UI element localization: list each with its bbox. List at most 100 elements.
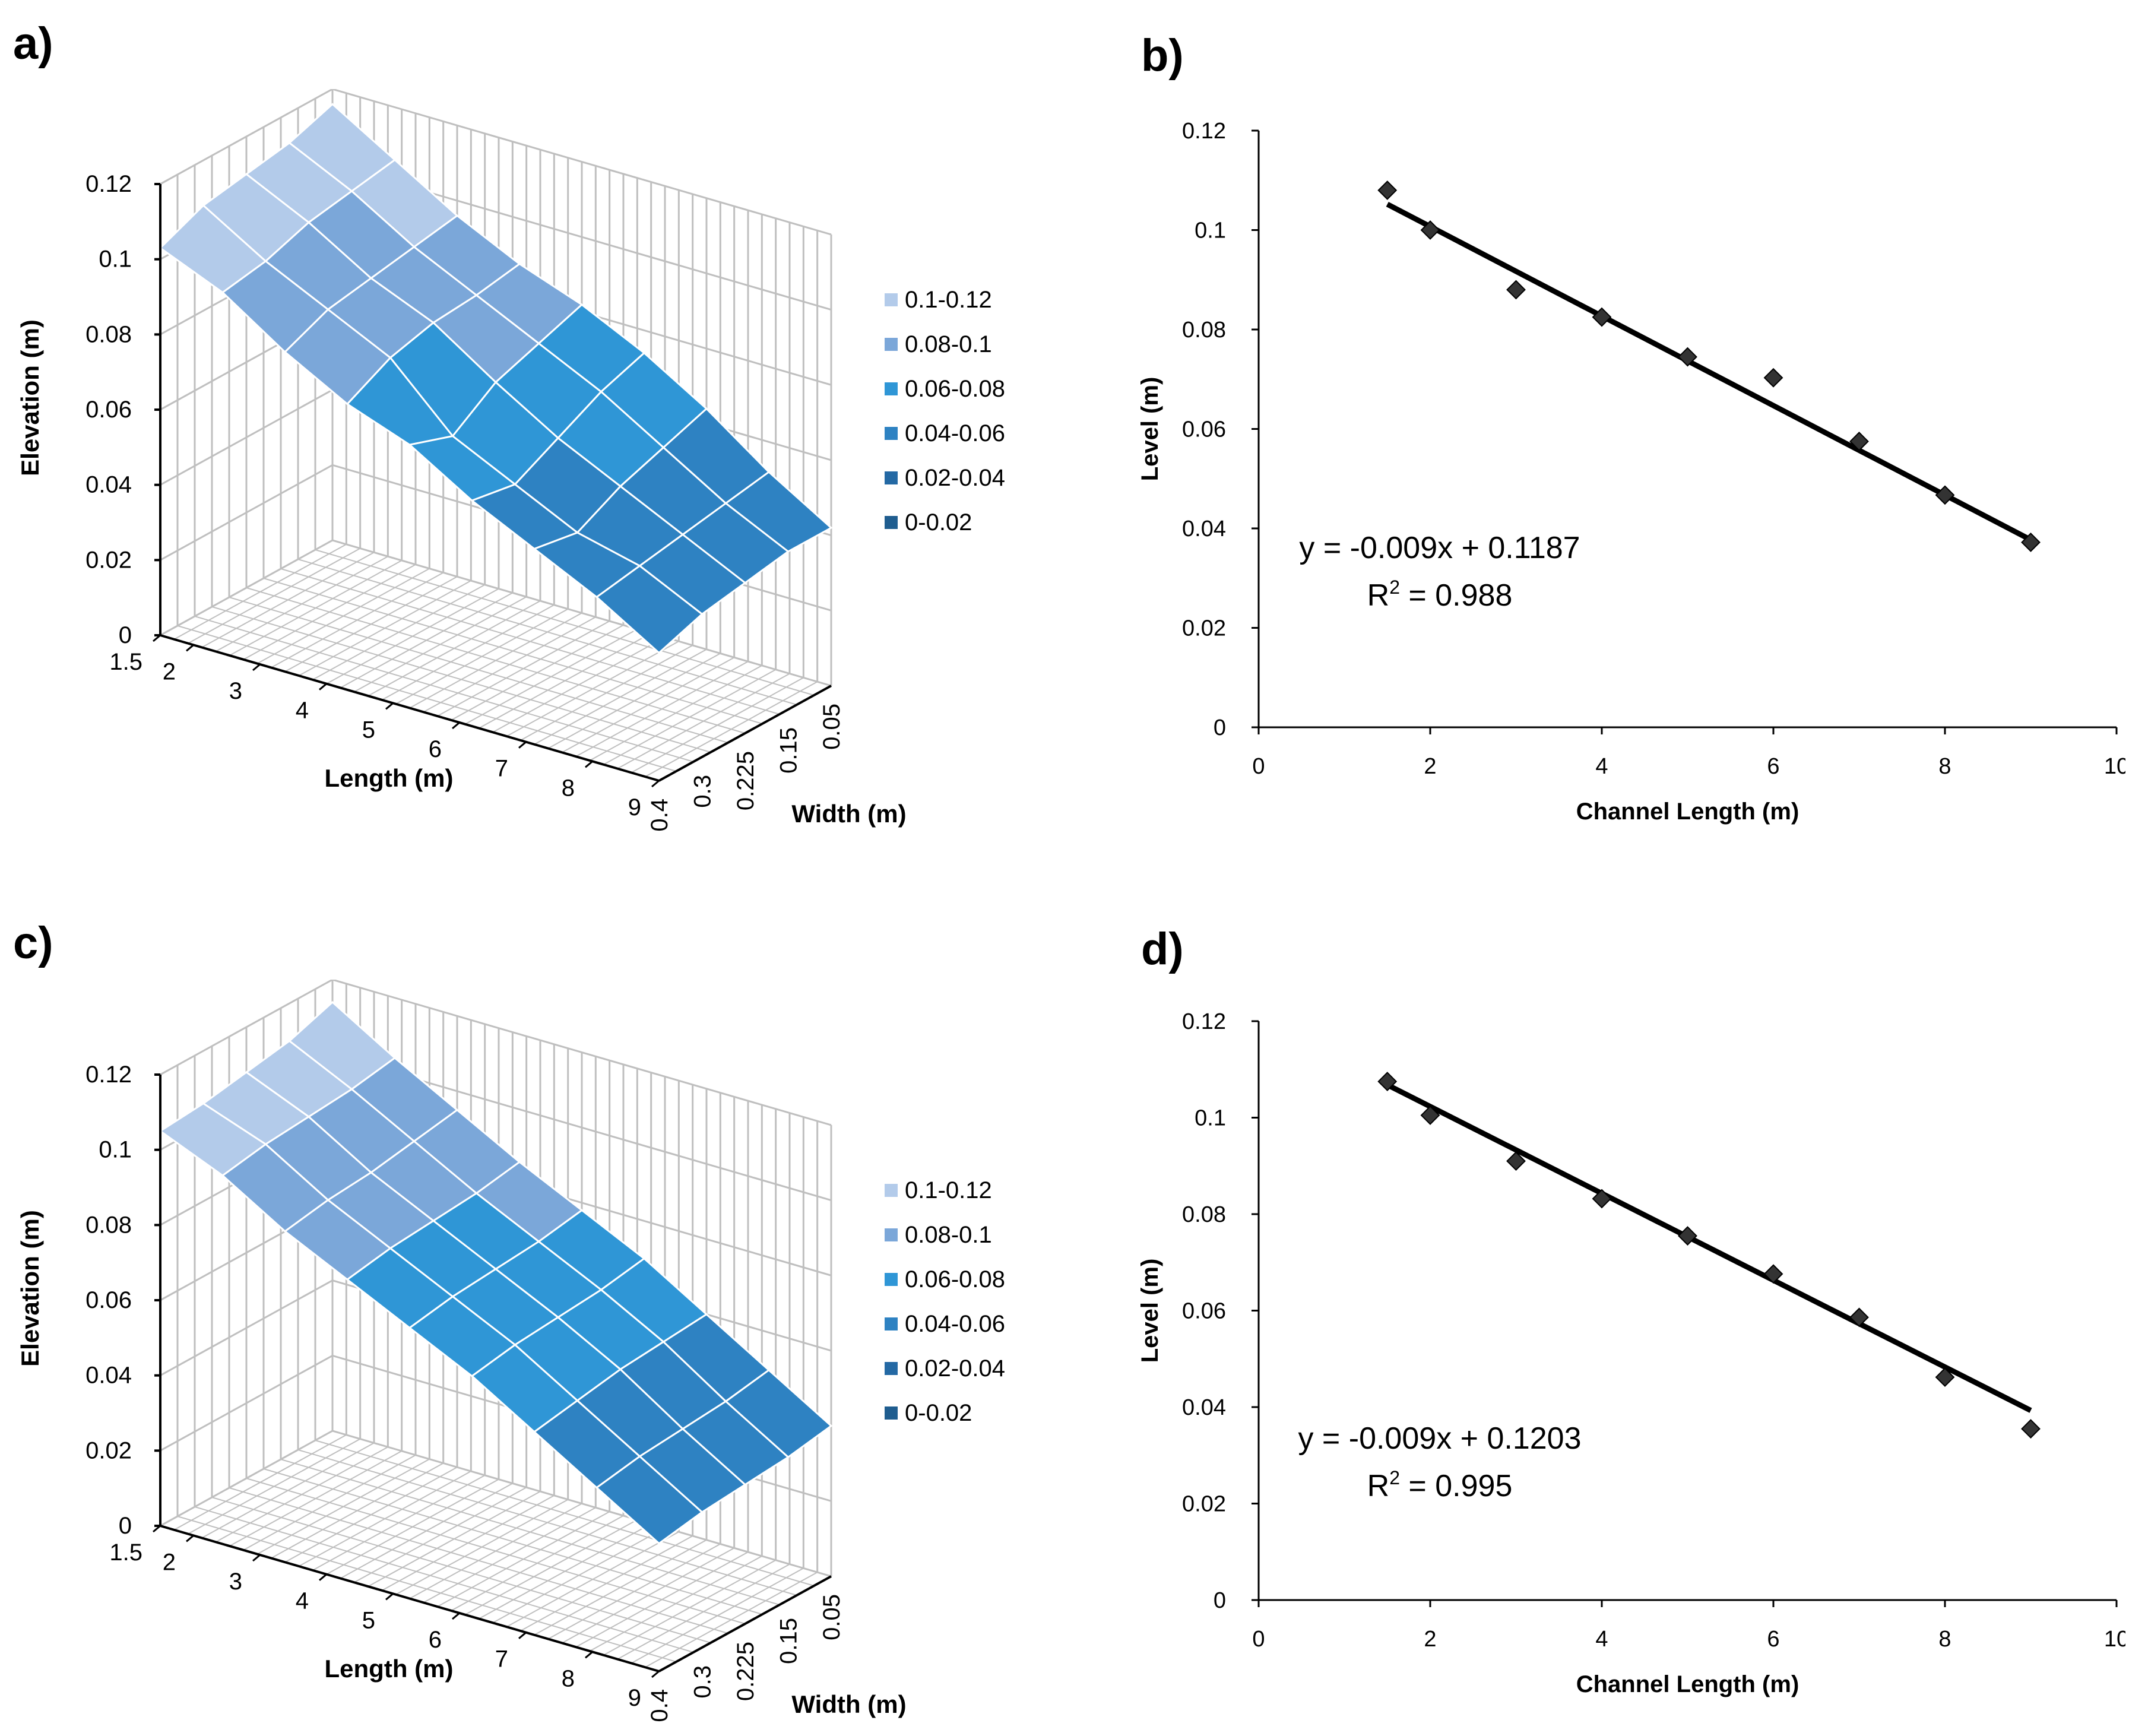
floor-gridline xyxy=(211,1497,711,1643)
r-squared-value: = 0.988 xyxy=(1400,578,1512,613)
width-axis-title: Width (m) xyxy=(791,800,906,828)
legend-swatch xyxy=(885,382,898,395)
r-squared-label: R2 = 0.988 xyxy=(1367,576,1513,613)
floor-gridline xyxy=(280,1459,780,1605)
z-tick-label: 0 xyxy=(119,622,132,648)
x-tick-label: 2 xyxy=(1424,754,1436,779)
length-tick-label: 3 xyxy=(229,1569,242,1595)
length-tick-mark xyxy=(153,1525,161,1533)
legend-entry: 0.06-0.08 xyxy=(905,376,1005,402)
data-point xyxy=(1849,432,1869,451)
x-tick-label: 6 xyxy=(1767,1627,1779,1652)
floor-gridline xyxy=(315,1440,815,1586)
width-tick-label: 0.4 xyxy=(647,1689,673,1722)
panel-label-d: d) xyxy=(1141,924,1184,974)
z-tick-label: 0.06 xyxy=(85,397,132,423)
width-tick-label: 0.4 xyxy=(647,799,673,832)
length-tick-mark xyxy=(452,721,460,730)
z-tick-label: 0.06 xyxy=(85,1287,132,1313)
y-tick-label: 0.04 xyxy=(1182,517,1226,541)
z-tick-label: 0 xyxy=(119,1513,132,1539)
z-tick-label: 0.04 xyxy=(85,472,132,498)
x-tick-label: 8 xyxy=(1938,754,1951,779)
floor-gridline xyxy=(297,1449,797,1596)
floor-gridline xyxy=(246,587,746,734)
length-tick-mark xyxy=(651,1670,660,1678)
length-tick-label: 3 xyxy=(229,678,242,704)
x-tick-label: 6 xyxy=(1767,754,1779,779)
length-tick-label: 8 xyxy=(562,1665,575,1691)
z-tick-label: 0.12 xyxy=(85,1062,132,1088)
y-tick-label: 0.1 xyxy=(1195,218,1226,243)
data-point xyxy=(1763,368,1783,388)
length-tick-label: 1.5 xyxy=(109,1539,142,1566)
surface-patches xyxy=(159,1000,833,1545)
legend-entry: 0.1-0.12 xyxy=(905,287,992,313)
length-tick-mark xyxy=(585,761,593,768)
x-tick-label: 0 xyxy=(1252,1627,1265,1652)
legend-entry: 0.1-0.12 xyxy=(905,1177,992,1203)
r-squared-value: = 0.995 xyxy=(1400,1469,1512,1503)
z-tick-label: 0.08 xyxy=(85,321,132,347)
width-tick-label: 0.05 xyxy=(819,1594,845,1640)
data-point xyxy=(1592,1189,1612,1209)
width-tick-label: 0.3 xyxy=(690,1665,716,1699)
panel-label-b: b) xyxy=(1141,30,1184,81)
floor-gridline xyxy=(229,1487,728,1634)
y-tick-label: 0 xyxy=(1214,715,1226,740)
width-axis-title: Width (m) xyxy=(791,1690,906,1718)
y-tick-label: 0.08 xyxy=(1182,318,1226,343)
legend-entry: 0.08-0.1 xyxy=(905,1222,992,1248)
floor-gridline xyxy=(229,597,728,743)
length-tick-mark xyxy=(452,1612,460,1620)
legend: 0.1-0.12 0.08-0.1 0.06-0.08 0.04-0.06 0.02-0… xyxy=(885,1177,1005,1426)
y-tick-label: 0 xyxy=(1214,1588,1226,1613)
floor-gridline xyxy=(263,578,763,724)
trend-equation: y = -0.009x + 0.1203 xyxy=(1298,1421,1581,1456)
data-point xyxy=(1678,1226,1697,1246)
trendline xyxy=(1386,1082,2032,1413)
legend-entry: 0.04-0.06 xyxy=(905,1311,1005,1337)
floor-gridline xyxy=(194,1506,694,1653)
floor-gridline xyxy=(332,540,832,686)
scatter-chart-b: 0 0.02 0.04 0.06 0.08 0.1 0.12 0 2 4 6 8 10 y = -0.00… xyxy=(1137,119,2125,825)
surface-patch xyxy=(595,1455,704,1545)
length-tick-mark xyxy=(186,1535,194,1542)
length-tick-label: 5 xyxy=(362,1607,375,1633)
surface-chart-c: 0 0.02 0.04 0.06 0.08 0.1 0.12 1.5 2 3 4 5 6 7 8 9 0.4 0.… xyxy=(16,980,1005,1722)
x-axis-title: Channel Length (m) xyxy=(1576,799,1799,825)
z-tick-label: 0.04 xyxy=(85,1363,132,1389)
z-axis-title: Elevation (m) xyxy=(16,1210,44,1367)
length-tick-label: 9 xyxy=(628,1685,641,1711)
r-squared-label: R2 = 0.995 xyxy=(1367,1467,1513,1503)
length-tick-mark xyxy=(252,1554,261,1562)
legend-swatch xyxy=(885,1273,898,1286)
z-tick-label: 0.12 xyxy=(85,171,132,197)
x-tick-label: 0 xyxy=(1252,754,1265,779)
length-tick-mark xyxy=(385,1593,394,1601)
floor-gridline xyxy=(315,549,815,696)
data-point xyxy=(1377,1072,1398,1091)
y-tick-label: 0.12 xyxy=(1182,1009,1226,1034)
legend-swatch xyxy=(885,1362,898,1375)
y-tick-label: 0.02 xyxy=(1182,1492,1226,1517)
length-tick-mark xyxy=(518,741,527,749)
legend-swatch xyxy=(885,1406,898,1420)
legend-swatch xyxy=(885,1184,898,1197)
length-tick-label: 2 xyxy=(163,1549,176,1575)
trendline xyxy=(1386,201,2032,543)
x-tick-label: 10 xyxy=(2104,1627,2125,1652)
length-tick-mark xyxy=(153,634,161,642)
r-squared-r: R xyxy=(1367,1469,1390,1503)
r-squared-superscript: 2 xyxy=(1389,576,1400,598)
scatter-chart-d: 0 0.02 0.04 0.06 0.08 0.1 0.12 0 2 4 6 8 10 y = -0.00… xyxy=(1137,1009,2125,1697)
legend-entry: 0-0.02 xyxy=(905,1400,972,1426)
length-tick-label: 8 xyxy=(562,775,575,801)
length-tick-label: 1.5 xyxy=(109,649,142,675)
width-axis-line xyxy=(658,1575,832,1672)
floor-gridline xyxy=(211,606,711,753)
panel-label-a: a) xyxy=(13,18,53,69)
x-tick-label: 10 xyxy=(2104,754,2125,779)
x-tick-label: 8 xyxy=(1938,1627,1951,1652)
floor-gridline xyxy=(297,559,797,705)
